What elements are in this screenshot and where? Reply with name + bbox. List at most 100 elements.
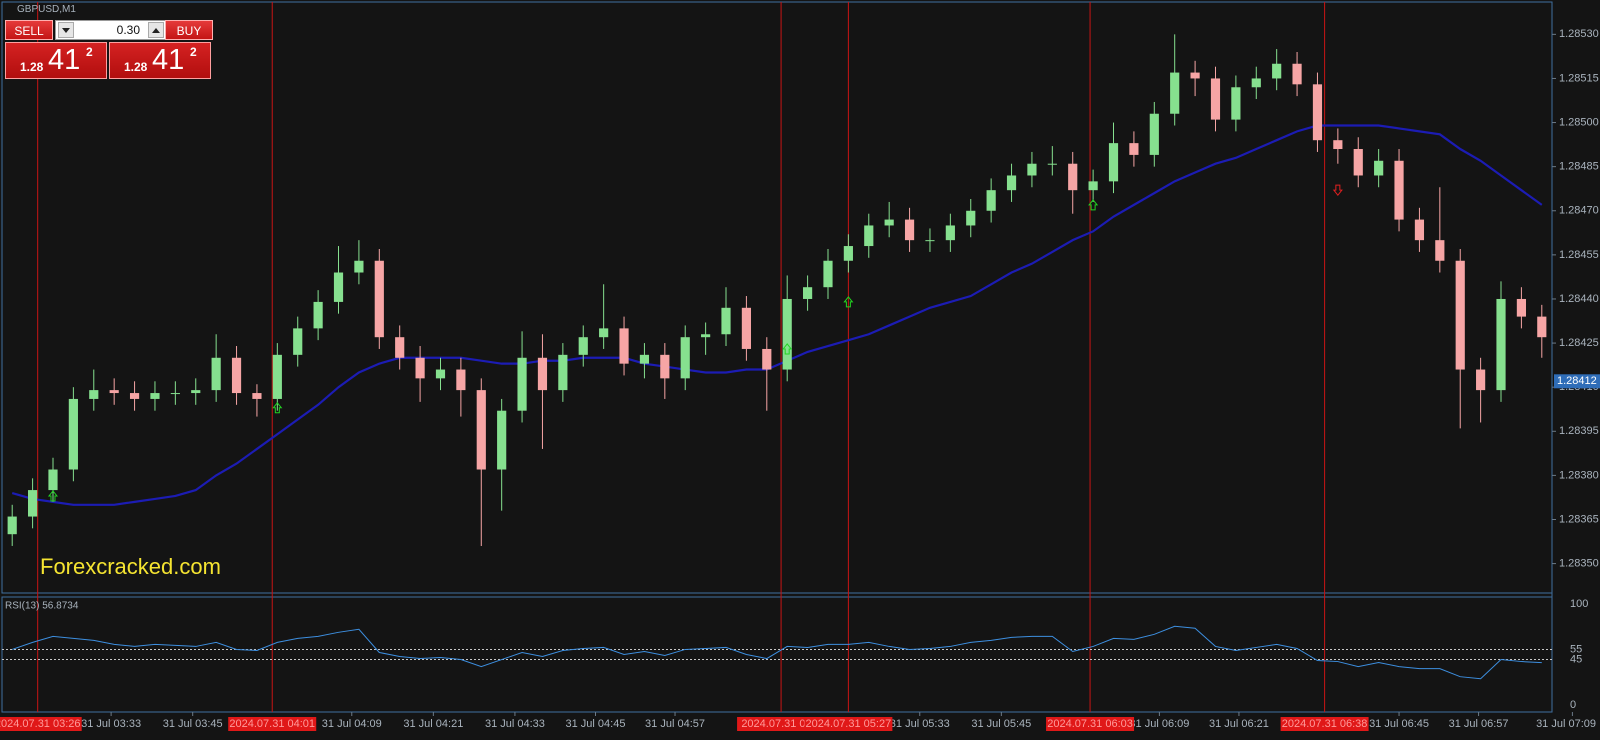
candle-body [843,246,853,261]
candle-body [150,393,160,399]
y-tick-label: 1.28515 [1559,72,1599,84]
candle-body [1108,143,1119,182]
y-tick-label: 1.28425 [1559,337,1599,349]
buy-button[interactable]: BUY [165,20,213,40]
x-tick-label: 31 Jul 03:45 [163,718,223,730]
candle-body [170,393,180,395]
marker-tag [737,717,826,731]
candle-body [89,390,99,399]
ask-point: 2 [190,45,197,59]
lot-down[interactable] [58,22,74,38]
watermark: Forexcracked.com [40,554,221,579]
lot-input[interactable]: 0.30 [55,20,167,40]
candle-body [864,225,874,247]
candle-body [599,328,609,338]
ask-figure: 1.28 [124,60,148,74]
candle-body [1027,163,1037,176]
candle-body [109,390,119,394]
candle-body [986,190,996,211]
signal-arrow [1332,184,1343,196]
candle-body [558,354,568,391]
marker-label: 2024.07.31 06:38 [1282,718,1368,730]
indicator-line [12,625,1542,680]
candle-body [48,469,58,491]
x-tick-label: 31 Jul 04:09 [322,718,382,730]
y-tick-label: 1.28440 [1559,293,1599,305]
ask-quote[interactable]: 1.28 41 2 [109,42,211,79]
candle-body [660,354,670,379]
y-tick-label: 1.28455 [1559,249,1599,261]
candle-body [517,357,527,411]
candle-body [313,301,323,329]
marker-tag [804,717,893,731]
candle-body [721,307,731,335]
signal-arrow [782,343,793,355]
candle-body [1231,87,1241,120]
x-tick-label: 31 Jul 06:45 [1369,718,1429,730]
candle-body [1496,298,1506,391]
bid-quote[interactable]: 1.28 41 2 [5,42,107,79]
candle-body [1374,160,1384,176]
candle-body [293,328,303,355]
candle-body [1129,143,1139,155]
signal-arrow [1088,199,1099,211]
candle-body [231,357,242,394]
candle-body [680,337,690,379]
candle-body [701,334,711,338]
indicator-title: RSI(13) 56.8734 [5,601,79,612]
trade-panel: SELL 0.30 BUY 1.28 41 2 1.28 41 2 [5,20,215,80]
candle-body [435,369,446,379]
x-tick-label: 31 Jul 04:21 [403,718,463,730]
candle-body [1149,113,1159,155]
candle-body [904,219,915,241]
candle-body [1414,219,1425,241]
signal-arrow [47,490,59,502]
y-tick-label: 0 [1570,699,1576,711]
candle-body [1312,84,1323,141]
y-tick-label: 1.28365 [1559,513,1599,525]
x-tick-label: 31 Jul 06:21 [1209,718,1269,730]
moving-average [11,124,1543,506]
candle-body [925,240,935,242]
candle-body [252,393,262,399]
y-tick-label: 45 [1570,653,1582,665]
candle-body [68,398,78,470]
candle-body [966,210,976,226]
marker-label: 2024.07.31 05:27 [806,718,892,730]
lot-up[interactable] [148,22,164,38]
y-tick-label: 55 [1570,643,1582,655]
x-tick-label: 31 Jul 03:33 [81,718,141,730]
candle-body [272,354,282,399]
candle-body [1068,163,1078,191]
y-tick-label: 1.28380 [1559,469,1599,481]
candle-body [1353,149,1363,176]
candle-body [1190,72,1200,79]
price-tag-label: 1.28412 [1557,375,1597,387]
candle-body [741,307,751,349]
candle-body [374,260,384,338]
candle-body [803,287,813,299]
marker-tag [228,717,317,731]
marker-label: 2024.07.31 06:03 [1047,718,1133,730]
marker-label: 2024.07.31 05:1 [741,718,821,730]
marker-tag [1280,717,1369,731]
price-tag [1554,374,1600,389]
marker-label: 2024.07.31 03:26 [0,718,81,730]
candle-body [1476,369,1486,391]
x-tick-label: 31 Jul 04:57 [645,718,705,730]
candle-body [1251,78,1261,88]
y-tick-label: 1.28395 [1559,425,1599,437]
x-tick-label: 31 Jul 04:45 [566,718,626,730]
candle-body [28,490,38,517]
candle-body [1088,181,1098,191]
sell-button[interactable]: SELL [5,20,53,40]
x-tick-label: 31 Jul 05:33 [890,718,950,730]
y-tick-label: 1.28470 [1559,205,1599,217]
candle-body [333,272,344,302]
x-tick-label: 31 Jul 06:09 [1129,718,1189,730]
candle-body [456,369,466,391]
signal-arrow [843,296,854,308]
y-tick-label: 1.28530 [1559,28,1599,40]
candle-body [619,328,629,364]
